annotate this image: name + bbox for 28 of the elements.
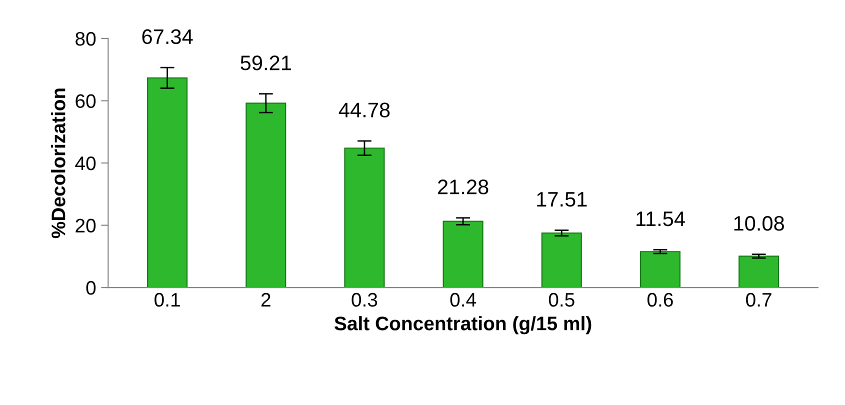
data-label: 11.54 xyxy=(636,212,685,226)
y-axis-title: %Decolorization xyxy=(51,88,66,238)
x-tick-label: 0.4 xyxy=(450,292,476,307)
y-tick-label: 60 xyxy=(76,94,96,108)
x-tick-label: 0.6 xyxy=(647,292,673,307)
y-tick-label: 20 xyxy=(76,218,96,233)
x-tick-label: 0.7 xyxy=(746,292,772,307)
data-label: 44.78 xyxy=(338,102,390,118)
bar xyxy=(738,256,780,288)
bar xyxy=(541,232,582,288)
y-tick-label: 80 xyxy=(76,32,96,46)
bar xyxy=(442,220,484,288)
data-label: 67.34 xyxy=(142,29,193,44)
bar xyxy=(640,251,680,288)
x-axis-title: Salt Concentration (g/15 ml) xyxy=(334,316,592,334)
bar xyxy=(147,77,188,288)
data-label: 10.08 xyxy=(734,216,784,231)
data-label: 17.51 xyxy=(537,192,587,207)
bar xyxy=(344,148,385,288)
y-tick-label: 40 xyxy=(75,156,96,170)
data-label: 59.21 xyxy=(240,56,291,70)
bar xyxy=(246,102,286,288)
y-tick-label: 0 xyxy=(86,281,96,295)
x-tick-label: 0.5 xyxy=(548,292,574,307)
x-tick-label: 2 xyxy=(261,292,270,306)
x-tick-label: 0.3 xyxy=(352,292,378,307)
data-label: 21.28 xyxy=(438,180,488,194)
x-tick-label: 0.1 xyxy=(154,292,180,307)
